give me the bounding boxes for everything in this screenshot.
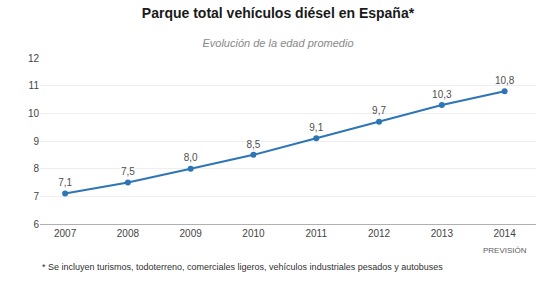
svg-text:9,7: 9,7 bbox=[372, 105, 386, 116]
svg-text:2013: 2013 bbox=[431, 228, 454, 239]
svg-text:Evolución de la edad promedio: Evolución de la edad promedio bbox=[202, 37, 353, 49]
svg-text:10: 10 bbox=[28, 108, 40, 119]
svg-text:8,5: 8,5 bbox=[247, 139, 261, 150]
svg-text:2014: 2014 bbox=[493, 228, 516, 239]
svg-text:2007: 2007 bbox=[54, 228, 77, 239]
svg-text:Parque total vehículos diésel: Parque total vehículos diésel en España* bbox=[142, 5, 415, 21]
svg-text:10,8: 10,8 bbox=[495, 75, 515, 86]
svg-text:7: 7 bbox=[33, 191, 39, 202]
svg-text:7,1: 7,1 bbox=[58, 177, 72, 188]
svg-text:2009: 2009 bbox=[180, 228, 203, 239]
svg-text:10,3: 10,3 bbox=[432, 89, 452, 100]
svg-text:2012: 2012 bbox=[368, 228, 391, 239]
svg-text:2010: 2010 bbox=[242, 228, 265, 239]
svg-text:9,1: 9,1 bbox=[309, 122, 323, 133]
svg-text:7,5: 7,5 bbox=[121, 166, 135, 177]
svg-text:2008: 2008 bbox=[117, 228, 140, 239]
svg-text:PREVISIÓN: PREVISIÓN bbox=[483, 246, 527, 255]
svg-text:6: 6 bbox=[33, 219, 39, 230]
svg-text:9: 9 bbox=[33, 136, 39, 147]
svg-text:8,0: 8,0 bbox=[184, 152, 198, 163]
svg-text:* Se incluyen turismos, todote: * Se incluyen turismos, todoterreno, com… bbox=[42, 262, 443, 272]
svg-text:11: 11 bbox=[29, 80, 40, 91]
svg-text:12: 12 bbox=[28, 53, 40, 64]
svg-text:8: 8 bbox=[33, 163, 39, 174]
svg-text:2011: 2011 bbox=[305, 228, 327, 239]
